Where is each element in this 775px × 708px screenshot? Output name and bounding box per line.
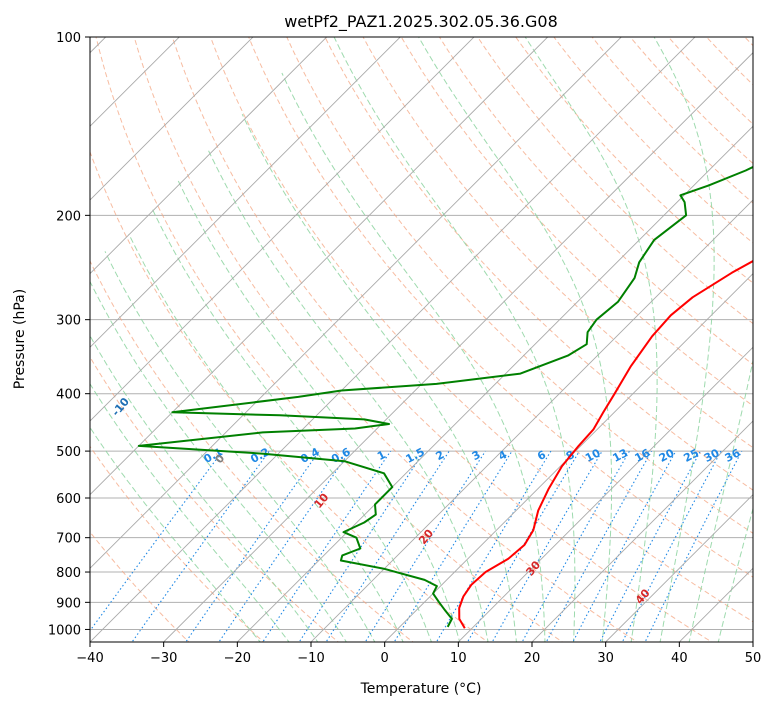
x-tick-label: −20 [224, 651, 251, 666]
isotherm-line [383, 273, 753, 642]
axes: −40 −30 −20 −10 0 10 20 30 40 50 100 200 300 400 500 60… [48, 31, 761, 666]
plot-frame [89, 36, 754, 643]
moist-adiabat-line [90, 426, 261, 642]
dry-adiabat-line [286, 37, 753, 534]
isotherm-line [457, 346, 753, 642]
x-tick-label: 20 [524, 651, 541, 666]
isotherm-line [162, 52, 753, 642]
dry-adiabat-line [90, 356, 340, 642]
mixing-ratio-line [364, 450, 486, 642]
mixing-ratio-label: 25 [681, 446, 701, 465]
mixing-ratio-line [599, 450, 701, 642]
x-tick-label: −40 [76, 651, 103, 666]
isobar-grid [90, 37, 753, 630]
moist-adiabat-line [333, 37, 576, 642]
dry-adiabat-line [90, 259, 414, 642]
x-tick-label: 10 [450, 651, 467, 666]
isotherm-line [90, 37, 622, 569]
plot-area: 0.10.20.40.611.52346810131620253036-100-… [90, 37, 753, 642]
isotherm-line [90, 37, 696, 642]
moist-adiabat-line [281, 72, 546, 642]
dry-adiabat-line [438, 37, 753, 366]
x-tick-label: 50 [745, 651, 762, 666]
y-tick-label: 1000 [48, 623, 81, 638]
mixing-ratio-line [325, 450, 450, 642]
y-tick-label: 200 [56, 209, 81, 224]
dry-adiabat-line [171, 37, 713, 642]
y-tick-label: 600 [56, 492, 81, 507]
x-axis-label: Temperature (°C) [360, 681, 482, 697]
mixing-ratio-label: 36 [723, 446, 743, 465]
mixing-ratio-label: 16 [633, 446, 653, 465]
dry-adiabat-line [324, 37, 753, 491]
mixing-ratio-line [393, 450, 513, 642]
mixing-ratio-lines [90, 450, 743, 642]
moist-adiabat-line [241, 113, 518, 642]
dry-adiabat-line [90, 150, 489, 642]
mixing-ratio-label: 13 [610, 446, 630, 465]
mixing-ratio-line [262, 450, 392, 642]
isotherm-line [604, 493, 753, 642]
x-tick-label: −30 [150, 651, 177, 666]
y-axis-label: Pressure (hPa) [12, 289, 28, 389]
moist-adiabat-line [207, 149, 489, 642]
x-tick-label: 40 [671, 651, 688, 666]
y-tick-label: 500 [56, 445, 81, 460]
y-tick-label: 300 [56, 314, 81, 329]
moist-adiabat-line [128, 233, 404, 642]
y-tick-label: 100 [56, 31, 81, 46]
isotherm-line [310, 199, 753, 642]
isotherm-line [90, 37, 254, 201]
y-tick-label: 700 [56, 532, 81, 547]
isotherm-line [90, 37, 549, 496]
temperature-profile [458, 259, 753, 629]
isotherm-line [531, 420, 753, 642]
mixing-ratio-label: 20 [657, 446, 677, 465]
mixing-ratio-line [131, 450, 270, 642]
sounding-profiles [137, 165, 753, 629]
mixing-ratio-line [298, 450, 425, 642]
mixing-ratio-line [218, 450, 351, 642]
moist-adiabat-line [90, 280, 347, 642]
isotherm-line [236, 125, 753, 642]
x-tick-label: 30 [597, 651, 614, 666]
mixing-ratio-line [90, 450, 223, 632]
moist-adiabat-line [104, 251, 376, 642]
isotherm-line [90, 37, 475, 422]
isotherm-grid [90, 37, 753, 642]
isotherm-line [90, 37, 401, 348]
x-tick-label: −10 [297, 651, 324, 666]
mixing-ratio-line [621, 450, 722, 642]
mixing-ratio-line [466, 450, 580, 642]
moist-adiabat-line [653, 37, 715, 642]
moist-adiabat-line [151, 208, 432, 642]
dry-adiabat-line [248, 37, 753, 578]
mixing-ratio-line [185, 450, 320, 642]
moist-adiabat-line [177, 180, 461, 642]
dry-adiabat-line [209, 37, 753, 623]
dry-adiabat-line [362, 37, 753, 449]
y-tick-label: 800 [56, 566, 81, 581]
isotherm-line [90, 37, 328, 275]
dry-adiabat-line [95, 37, 564, 642]
chart-title: wetPf2_PAZ1.2025.302.05.36.G08 [284, 12, 558, 32]
mixing-ratio-line [572, 450, 677, 642]
dry-adiabat-line [90, 531, 190, 642]
y-tick-label: 400 [56, 388, 81, 403]
moist-adiabat-line [90, 334, 319, 642]
dry-adiabats [90, 37, 753, 642]
dry-adiabat-line [133, 37, 638, 642]
moist-adiabat-line [524, 37, 658, 642]
adiabat-labels: 0.10.20.40.611.52346810131620253036-100-… [109, 395, 743, 607]
x-tick-label: 0 [381, 651, 389, 666]
mixing-ratio-label: 10 [583, 446, 603, 465]
y-tick-label: 900 [56, 596, 81, 611]
mixing-ratio-label: 30 [702, 446, 722, 465]
dewpoint-profile [137, 165, 753, 628]
